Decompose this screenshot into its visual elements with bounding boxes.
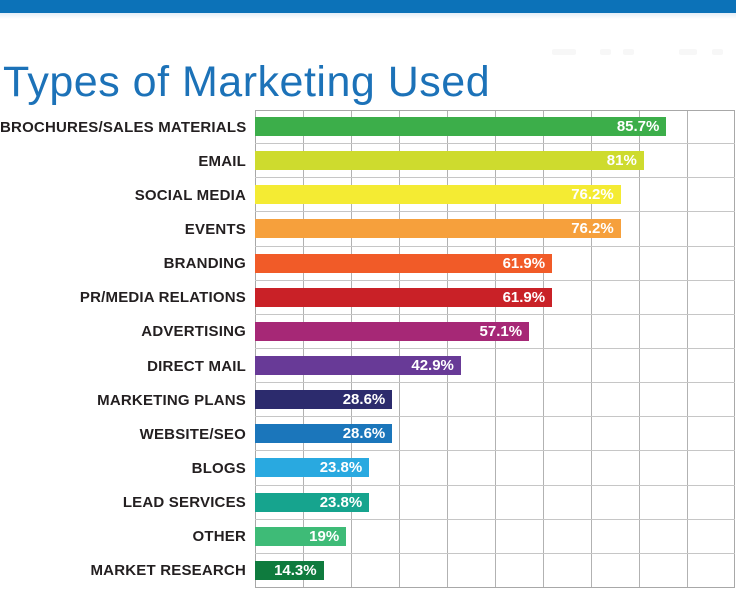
value-label: 23.8% [319, 493, 363, 511]
chart-bar: 61.9% [255, 253, 553, 273]
chart-bar: 28.6% [255, 424, 393, 444]
value-label: 85.7% [616, 118, 660, 136]
chart-bar: 28.6% [255, 390, 393, 410]
chart-bar: 42.9% [255, 356, 461, 376]
value-label: 81% [606, 152, 637, 170]
watermark-block [712, 49, 723, 55]
chart-row: BROCHURES/SALES MATERIALS 85.7% [0, 110, 736, 145]
chart-bar: 85.7% [255, 117, 667, 137]
chart-bar: 23.8% [255, 492, 370, 512]
category-label: EVENTS [184, 220, 246, 238]
bar-cell: 23.8% [255, 486, 735, 520]
category-label: SOCIAL MEDIA [134, 186, 246, 204]
chart-bar: 57.1% [255, 321, 530, 341]
chart-row: BRANDING 61.9% [0, 247, 736, 281]
bar-cell: 57.1% [255, 315, 735, 349]
bar-cell: 76.2% [255, 212, 735, 247]
chart-bar: 23.8% [255, 458, 370, 478]
bar-cell: 19% [255, 520, 735, 554]
value-label: 61.9% [502, 288, 546, 306]
watermark-block [552, 49, 576, 55]
chart-bar: 81% [255, 151, 644, 171]
page-title: Types of Marketing Used [3, 57, 491, 106]
value-label: 61.9% [502, 254, 546, 272]
value-label: 76.2% [571, 186, 614, 204]
chart-row: BLOGS 23.8% [0, 451, 736, 486]
category-label: MARKET RESEARCH [90, 562, 246, 580]
bar-cell: 42.9% [255, 349, 735, 384]
value-label: 76.2% [571, 220, 614, 238]
value-label: 57.1% [479, 322, 523, 340]
bar-cell: 85.7% [255, 110, 735, 145]
header-strip [0, 0, 736, 13]
value-label: 28.6% [342, 391, 386, 409]
bar-cell: 61.9% [255, 247, 735, 281]
bar-cell: 28.6% [255, 383, 735, 418]
chart-bar: 76.2% [255, 185, 621, 205]
bar-cell: 14.3% [255, 554, 735, 588]
value-label: 28.6% [342, 425, 386, 443]
chart-row: PR/MEDIA RELATIONS 61.9% [0, 281, 736, 315]
chart-row: ADVERTISING 57.1% [0, 315, 736, 349]
bar-cell: 81% [255, 144, 735, 179]
value-label: 19% [309, 527, 340, 545]
category-label: EMAIL [198, 152, 246, 170]
chart-row: WEBSITE/SEO 28.6% [0, 417, 736, 452]
watermark-block [679, 49, 697, 55]
bar-chart: BROCHURES/SALES MATERIALS 85.7% EMAIL 81% SO… [0, 110, 736, 588]
category-label: BRANDING [163, 255, 246, 273]
chart-row: SOCIAL MEDIA 76.2% [0, 178, 736, 213]
category-label: MARKETING PLANS [97, 391, 246, 409]
bar-cell: 23.8% [255, 451, 735, 486]
chart-row: MARKET RESEARCH 14.3% [0, 554, 736, 588]
chart-bar: 76.2% [255, 219, 621, 239]
chart-bar: 19% [255, 526, 347, 546]
value-label: 23.8% [319, 459, 363, 477]
header-strip-fade [0, 13, 736, 19]
chart-row: LEAD SERVICES 23.8% [0, 486, 736, 520]
watermark-block [623, 49, 634, 55]
category-label: BROCHURES/SALES MATERIALS [0, 118, 247, 136]
category-label: PR/MEDIA RELATIONS [79, 289, 246, 307]
chart-row: OTHER 19% [0, 520, 736, 554]
category-label: DIRECT MAIL [147, 357, 246, 375]
category-label: ADVERTISING [141, 323, 246, 341]
chart-row: EMAIL 81% [0, 144, 736, 179]
value-label: 14.3% [274, 562, 317, 580]
category-label: OTHER [192, 528, 246, 546]
chart-row: EVENTS 76.2% [0, 212, 736, 247]
faint-watermark [0, 49, 736, 56]
value-label: 42.9% [411, 357, 454, 375]
category-label: LEAD SERVICES [122, 494, 246, 512]
category-label: BLOGS [191, 459, 246, 477]
bar-cell: 28.6% [255, 417, 735, 452]
bar-cell: 76.2% [255, 178, 735, 213]
category-label: WEBSITE/SEO [139, 425, 246, 443]
bar-cell: 61.9% [255, 281, 735, 315]
chart-row: DIRECT MAIL 42.9% [0, 349, 736, 384]
chart-bar: 61.9% [255, 287, 553, 307]
watermark-block [600, 49, 611, 55]
chart-row: MARKETING PLANS 28.6% [0, 383, 736, 418]
chart-bar: 14.3% [255, 561, 324, 581]
